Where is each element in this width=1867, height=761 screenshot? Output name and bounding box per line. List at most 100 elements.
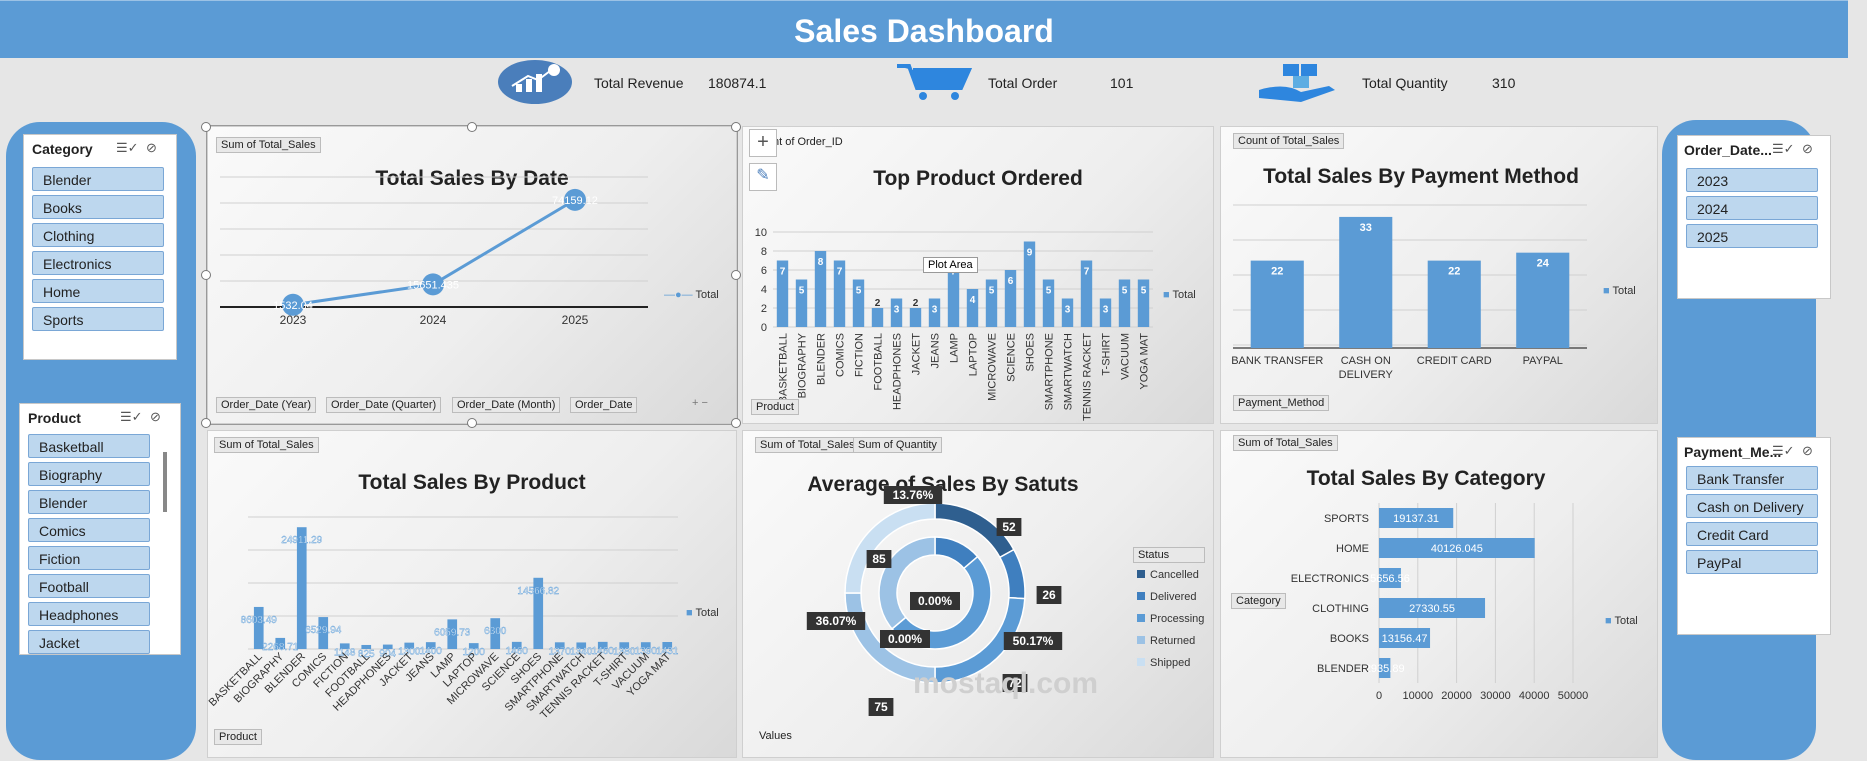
data-label: 1380 [613,646,636,657]
payment-item[interactable]: Credit Card [1686,522,1818,546]
axis-field-button[interactable]: Product [214,729,262,745]
add-chart-element-icon[interactable]: + [749,129,777,157]
bar [339,643,350,649]
bar [1516,252,1570,348]
bar [1379,598,1486,618]
bar [554,642,565,649]
product-item[interactable]: Jacket [28,630,150,654]
data-label: 72 [1008,676,1022,690]
resize-handle[interactable] [201,122,211,132]
resize-handle[interactable] [201,418,211,428]
data-label: 6529.94 [305,625,342,636]
data-label: 1148 [334,647,356,658]
resize-handle[interactable] [467,122,477,132]
status-legend-item: Delivered [1137,591,1196,603]
bar [425,642,436,649]
category-item[interactable]: Sports [32,307,164,331]
bar [1339,216,1393,348]
resize-handle[interactable] [731,270,741,280]
clear-filter-icon[interactable]: ⊘ [1802,141,1813,156]
value-field-button[interactable]: Sum of Total_Sales [755,437,860,453]
product-item[interactable]: Biography [28,462,150,486]
x-tick-label: SMARTPHONE [1044,333,1056,410]
revenue-chart-icon [498,60,572,104]
value-field-button[interactable]: Count of Total_Sales [1233,133,1345,149]
multi-select-icon[interactable]: ☰✓ [120,409,143,424]
bar [1379,538,1535,558]
payment-item[interactable]: Bank Transfer [1686,466,1818,490]
payment-item[interactable]: Cash on Delivery [1686,494,1818,518]
clear-filter-icon[interactable]: ⊘ [1802,443,1813,458]
category-item[interactable]: Blender [32,167,164,191]
product-item[interactable]: Blender [28,490,150,514]
value-field-button[interactable]: Sum of Total_Sales [216,137,321,153]
resize-handle[interactable] [201,270,211,280]
multi-select-icon[interactable]: ☰✓ [116,140,139,155]
bar [1379,658,1391,678]
chart-style-brush-icon[interactable]: ✎ [749,163,777,191]
category-item[interactable]: Home [32,279,164,303]
product-item[interactable]: Basketball [28,434,150,458]
resize-handle[interactable] [731,418,741,428]
category-item[interactable]: Electronics [32,251,164,275]
value-field-button[interactable]: Sum of Quantity [853,437,942,453]
data-label: 904 [379,649,396,660]
product-item[interactable]: Comics [28,518,150,542]
value-field-button[interactable]: nt of Order_ID [773,136,843,148]
y-tick-label: BOOKS [1330,633,1369,645]
sales-by-category-panel[interactable]: Sum of Total_Sales Total Sales By Catego… [1220,430,1658,758]
bar [468,643,479,649]
data-label: 6059.73 [434,627,471,638]
data-label-box [806,612,866,630]
product-item[interactable]: Football [28,574,150,598]
clear-filter-icon[interactable]: ⊘ [150,409,161,424]
expand-collapse-icon[interactable]: + − [692,397,708,409]
multi-select-icon[interactable]: ☰✓ [1772,443,1795,458]
chart-title: Average of Sales By Satuts [807,473,1079,496]
category-item[interactable]: Books [32,195,164,219]
filter-button-month[interactable]: Order_Date (Month) [452,397,561,413]
data-label: 5 [1141,286,1147,297]
data-label: 36.07% [816,614,857,628]
y-tick-label: CLOTHING [1312,603,1369,615]
payment-item[interactable]: PayPal [1686,550,1818,574]
data-label: 27330.55 [1409,603,1455,615]
value-field-button[interactable]: Sum of Total_Sales [1233,435,1338,451]
bar [1379,508,1454,528]
status-filter-button[interactable]: Status [1133,547,1205,563]
axis-field-button[interactable]: Category [1231,593,1286,609]
values-field-label: Values [759,730,792,742]
product-item[interactable]: Headphones [28,602,150,626]
sales-status-panel[interactable]: Sum of Total_Sales Sum of Quantity Avera… [742,430,1214,758]
filter-button-year[interactable]: Order_Date (Year) [216,397,317,413]
data-label-box [1002,674,1028,692]
data-label: 50.17% [1013,634,1054,648]
filter-button-date[interactable]: Order_Date [570,397,638,413]
slicer-scrollbar[interactable] [163,452,167,512]
product-item[interactable]: Fiction [28,546,150,570]
payment-method-panel[interactable]: Count of Total_Sales Total Sales By Paym… [1220,126,1658,424]
axis-field-button[interactable]: Product [751,399,799,415]
data-label: 7 [1084,267,1090,278]
order-date-item[interactable]: 2023 [1686,168,1818,192]
bar [1004,270,1017,327]
payment-slicer-title: Payment_Me... [1684,444,1782,460]
data-label: 74159.12 [552,195,598,207]
data-point [422,273,444,296]
sales-by-date-panel[interactable]: Sum of Total_Sales Total Sales By Date 1… [206,125,738,425]
resize-handle[interactable] [731,122,741,132]
category-item[interactable]: Clothing [32,223,164,247]
clear-filter-icon[interactable]: ⊘ [146,140,157,155]
data-point [282,293,304,316]
resize-handle[interactable] [467,418,477,428]
multi-select-icon[interactable]: ☰✓ [1772,141,1795,156]
order-date-item[interactable]: 2025 [1686,224,1818,248]
legend-swatch [1137,614,1145,622]
order-date-item[interactable]: 2024 [1686,196,1818,220]
filter-button-quarter[interactable]: Order_Date (Quarter) [326,397,442,413]
value-field-button[interactable]: Sum of Total_Sales [214,437,319,453]
top-product-panel[interactable]: nt of Order_ID + ✎ Top Product Ordered 0… [742,126,1214,424]
sales-by-product-panel[interactable]: Sum of Total_Sales Total Sales By Produc… [207,430,737,758]
axis-field-button[interactable]: Payment_Method [1233,395,1330,411]
legend-swatch [1137,592,1145,600]
